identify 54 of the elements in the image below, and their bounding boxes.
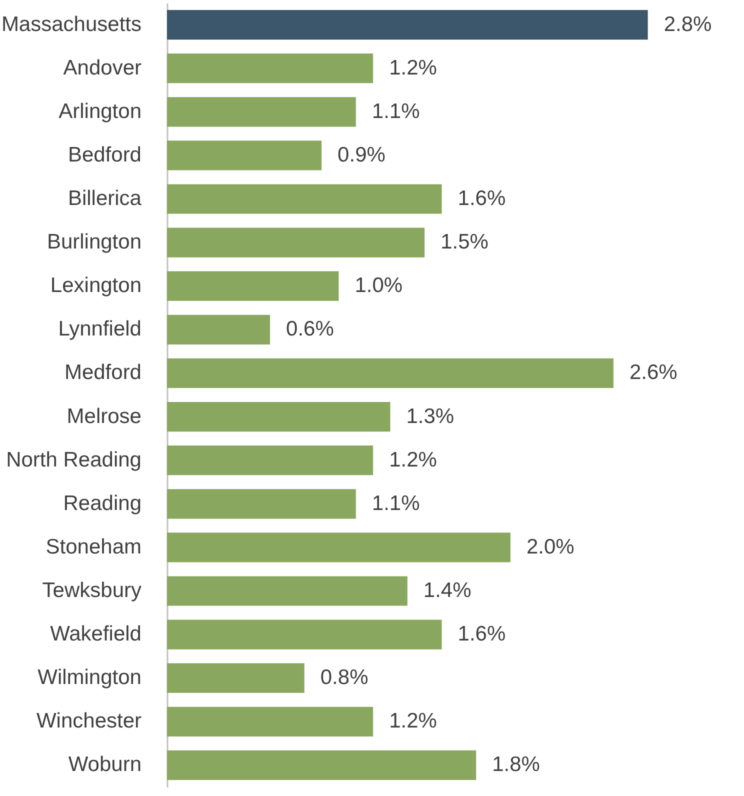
- data-label: 0.8%: [320, 666, 368, 690]
- bar: [167, 271, 339, 301]
- data-label: 1.1%: [372, 100, 420, 123]
- data-label: 1.4%: [423, 579, 472, 602]
- bar: [167, 663, 304, 693]
- bar: [167, 228, 425, 258]
- y-tick-label: Reading: [63, 492, 142, 515]
- y-tick-label: Arlington: [58, 100, 142, 123]
- data-label: 1.1%: [372, 492, 420, 515]
- bar: [167, 402, 390, 432]
- data-label: 1.0%: [354, 274, 403, 298]
- y-tick-label: Wakefield: [50, 622, 142, 646]
- bar: [167, 620, 442, 650]
- y-tick-label: Medford: [64, 361, 142, 384]
- bar: [167, 750, 476, 780]
- y-tick-label: Lexington: [50, 274, 142, 298]
- bar: [167, 54, 374, 84]
- y-tick-label: Lynnfield: [58, 318, 142, 341]
- data-label: 0.9%: [338, 143, 386, 166]
- bar: [167, 706, 374, 736]
- y-tick-label: Wilmington: [38, 666, 142, 690]
- y-tick-label: North Reading: [6, 448, 142, 472]
- data-label: 1.5%: [440, 230, 488, 254]
- data-label: 0.6%: [286, 318, 334, 341]
- data-label: 1.2%: [389, 56, 437, 80]
- bar: [167, 184, 442, 214]
- data-label: 1.3%: [406, 404, 454, 428]
- y-tick-label: Stoneham: [46, 535, 142, 558]
- bar: [167, 532, 510, 562]
- data-label: 1.8%: [492, 753, 540, 776]
- y-tick-label: Woburn: [68, 753, 142, 776]
- bar: [167, 314, 270, 344]
- data-label: 2.6%: [629, 361, 678, 384]
- y-tick-label: Massachusetts: [1, 12, 142, 36]
- bar: [167, 97, 356, 127]
- y-tick-label: Andover: [63, 56, 142, 80]
- y-tick-label: Burlington: [46, 230, 142, 254]
- bar: [167, 358, 614, 388]
- bar: [167, 489, 356, 519]
- bar: [167, 576, 408, 606]
- data-label: 1.6%: [458, 187, 506, 210]
- data-label: 1.2%: [389, 710, 437, 733]
- y-tick-label: Bedford: [68, 143, 142, 166]
- data-label: 2.0%: [526, 535, 574, 558]
- bar: [167, 446, 374, 476]
- y-tick-label: Tewksbury: [42, 579, 142, 602]
- y-tick-label: Winchester: [36, 710, 142, 733]
- bar: [167, 10, 648, 40]
- data-label: 1.2%: [389, 448, 437, 472]
- bar: [167, 140, 322, 170]
- y-tick-label: Billerica: [68, 187, 142, 210]
- data-label: 1.6%: [458, 622, 506, 646]
- data-label: 2.8%: [664, 12, 712, 36]
- y-tick-label: Melrose: [66, 404, 142, 428]
